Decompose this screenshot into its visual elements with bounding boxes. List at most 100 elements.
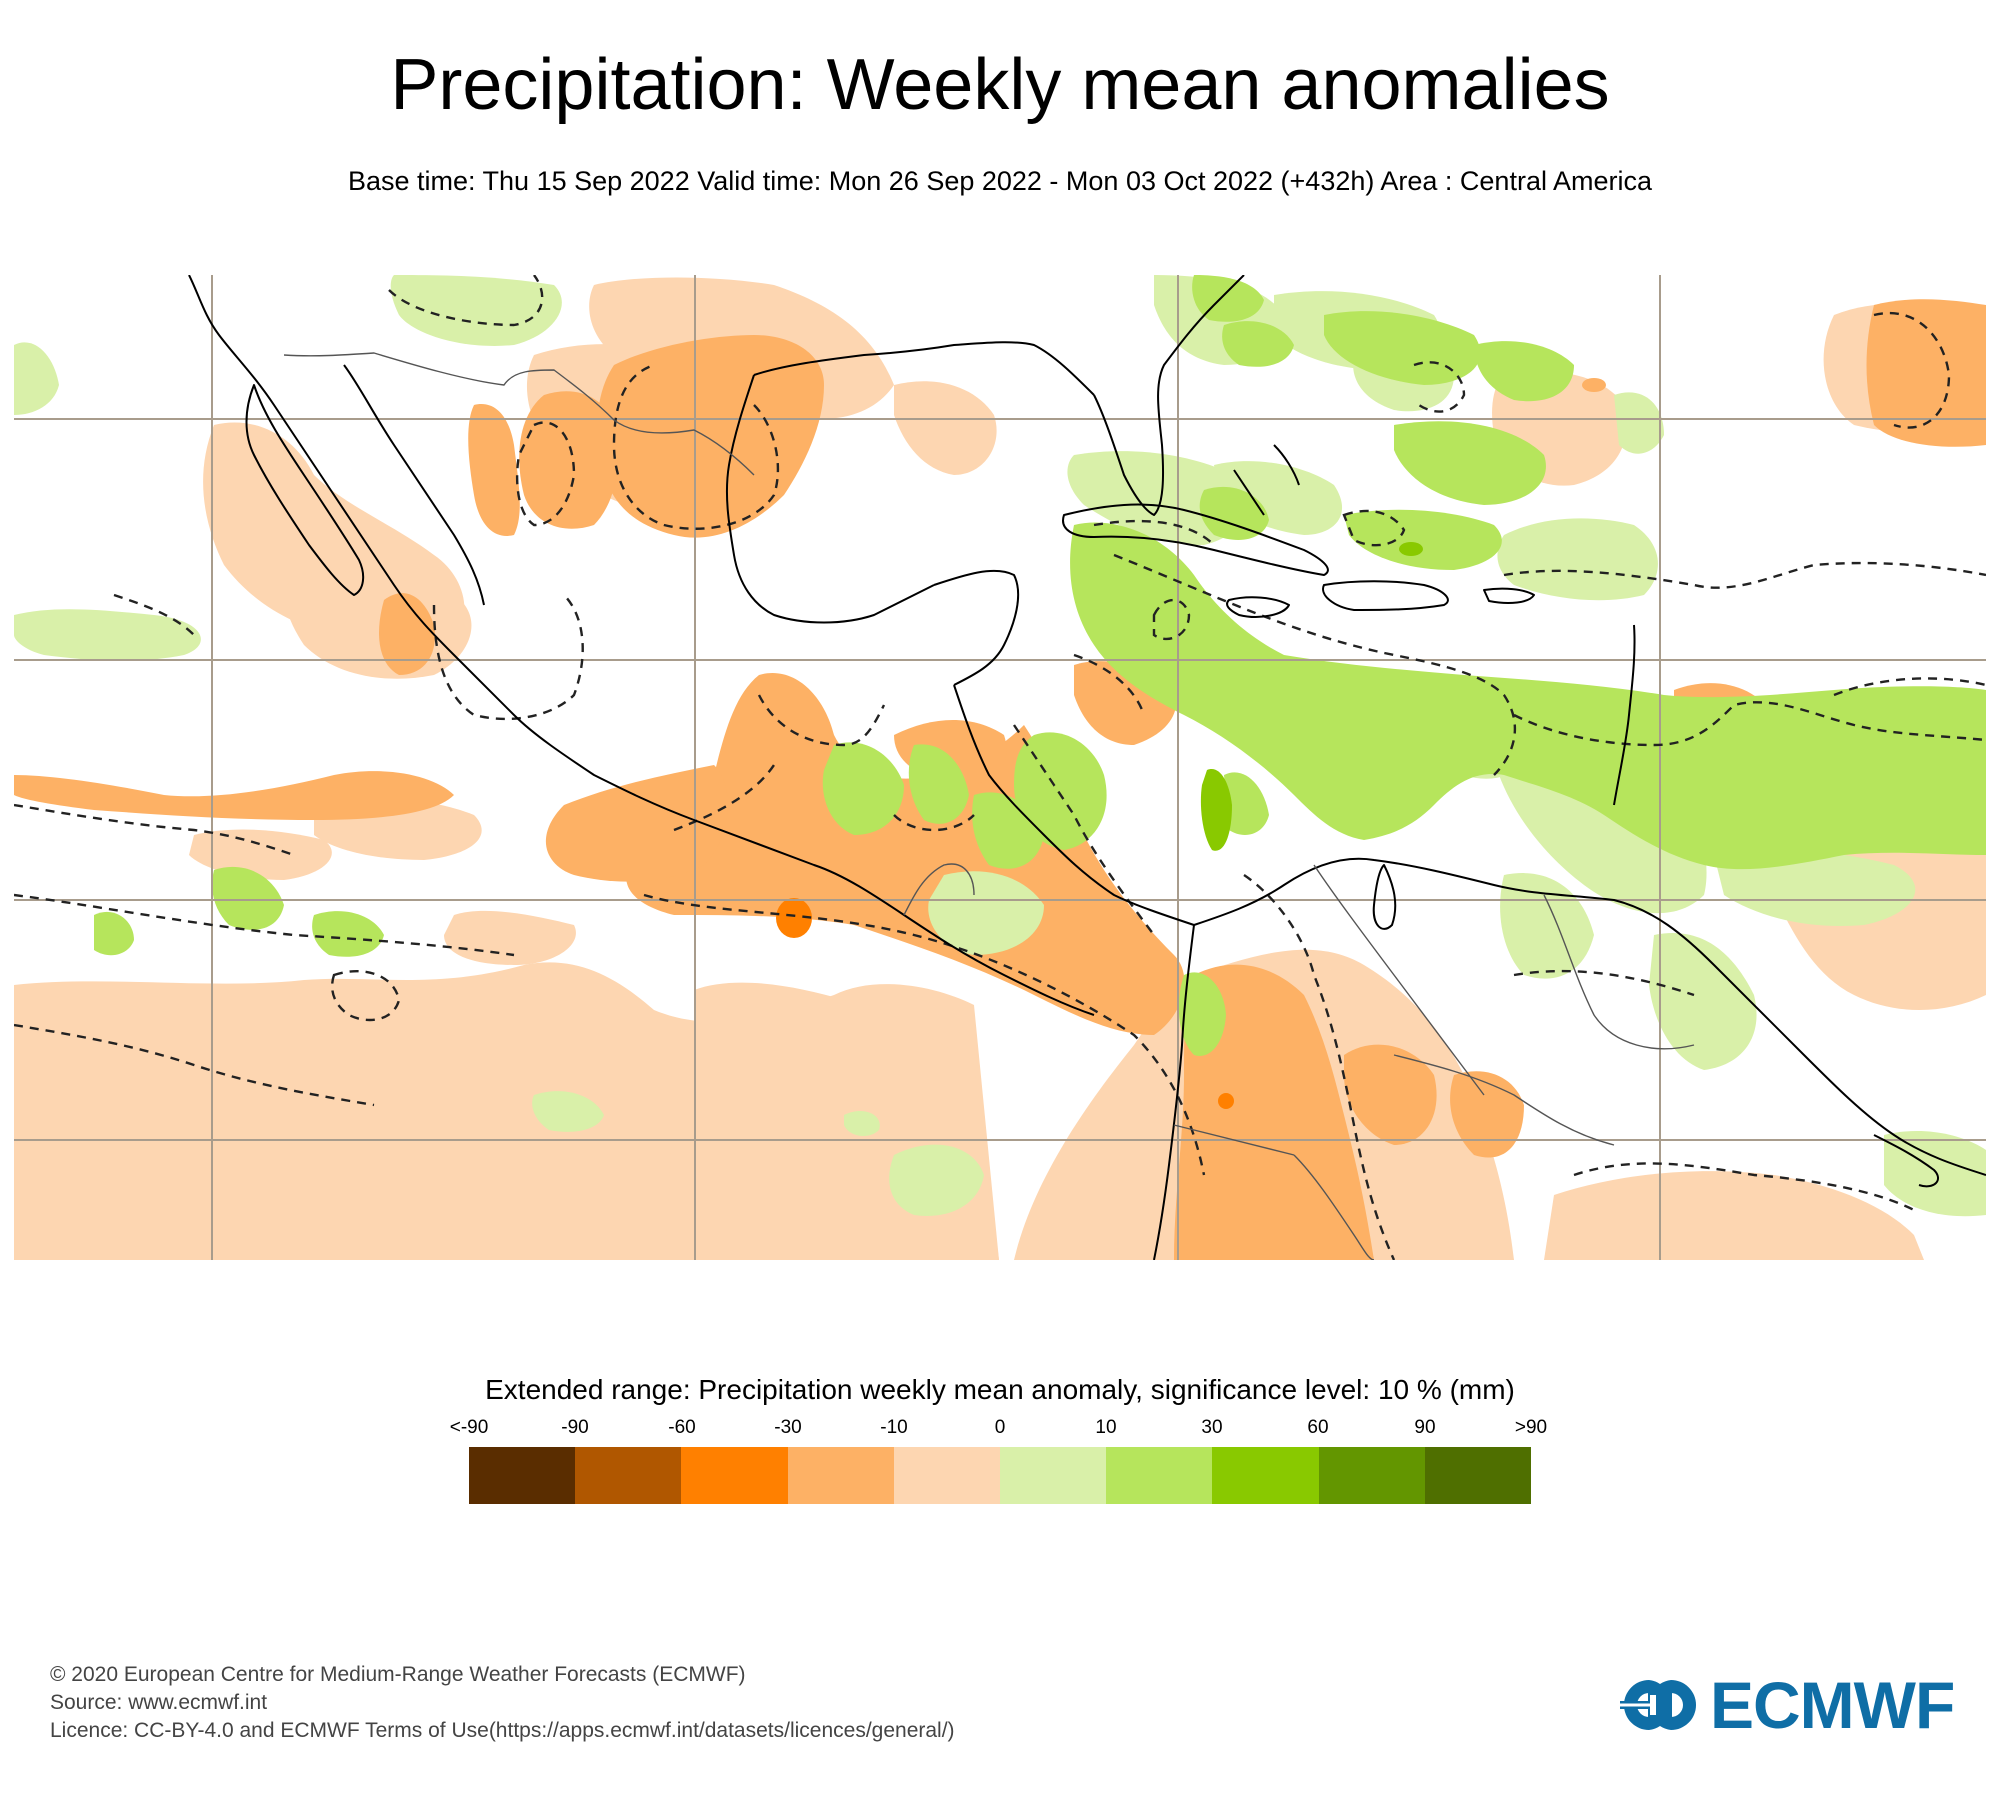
- border-colombia-ecuador: [1173, 1124, 1295, 1156]
- border-guatemala: [903, 863, 975, 916]
- contour-line: [1152, 598, 1191, 641]
- shade-region: [1218, 1093, 1234, 1109]
- shade-region: [889, 1144, 984, 1216]
- source-text: Source: www.ecmwf.int: [50, 1691, 268, 1714]
- shade-region: [894, 381, 997, 475]
- shade-region: [844, 1110, 880, 1137]
- legend-tick: 90: [1414, 1417, 1436, 1438]
- coastline-bahamas: [1273, 444, 1300, 486]
- shade-region: [1399, 542, 1423, 556]
- contour-line: [515, 421, 576, 527]
- licence-text: Licence: CC-BY-4.0 and ECMWF Terms of Us…: [50, 1719, 955, 1742]
- contour-line: [1573, 1162, 1915, 1212]
- shade-region: [312, 911, 384, 957]
- shade-region: [468, 404, 520, 536]
- coastline-lake-maracaibo: [1372, 864, 1397, 930]
- legend-title: Extended range: Precipitation weekly mea…: [485, 1374, 1515, 1405]
- legend-tick: 30: [1201, 1417, 1223, 1438]
- shade-region: [1954, 711, 1986, 775]
- coastline-baja: [245, 384, 365, 596]
- shading-pos-medium: [94, 275, 1986, 1056]
- shade-region: [444, 910, 576, 965]
- coastline-central-america-caribbean: [953, 684, 1195, 926]
- footer-credits: © 2020 European Centre for Medium-Range …: [50, 1661, 955, 1745]
- legend-tick: 0: [994, 1417, 1006, 1438]
- shade-region: [1649, 933, 1757, 1070]
- coastline-cuba: [1062, 503, 1329, 576]
- shade-region: [1582, 378, 1606, 392]
- shading-neg-strong: [776, 378, 1606, 1109]
- colorbar-bin: [787, 1447, 894, 1504]
- coastline-yucatan: [933, 569, 1020, 686]
- colorbar-bin: [469, 1447, 576, 1504]
- legend-tick: -30: [774, 1417, 802, 1438]
- shade-region: [1614, 392, 1664, 454]
- colorbar-bin: [1318, 1447, 1425, 1504]
- border-colombia-brazil: [1293, 1154, 1375, 1260]
- shade-region: [1474, 341, 1574, 402]
- shade-region: [545, 765, 728, 882]
- map-subtitle: Base time: Thu 15 Sep 2022 Valid time: M…: [347, 166, 1652, 196]
- contour-line: [1073, 653, 1146, 716]
- shade-region: [390, 275, 562, 346]
- legend-tick: -60: [668, 1417, 696, 1438]
- contour-line: [643, 893, 1206, 1176]
- shade-region: [1200, 769, 1232, 851]
- anomaly-map: [14, 275, 1986, 1260]
- shade-region: [908, 744, 969, 824]
- shade-region: [1714, 849, 1916, 926]
- shade-region: [212, 866, 284, 930]
- shade-region: [1192, 275, 1264, 322]
- legend-tick: 60: [1307, 1417, 1329, 1438]
- colorbar-bin: [575, 1447, 682, 1504]
- legend-tick: -90: [561, 1417, 589, 1438]
- colorbar-bin: [1000, 1447, 1107, 1504]
- coastline-trinidad: [1873, 1134, 1939, 1188]
- shading-pos-strong: [1200, 542, 1423, 851]
- legend-colorbar: [469, 1447, 1532, 1504]
- contour-line: [1503, 561, 1986, 589]
- contour-line: [1513, 969, 1695, 997]
- contour-line: [1342, 509, 1406, 547]
- border-colombia-venezuela: [1313, 864, 1485, 1096]
- shade-region: [14, 609, 201, 661]
- coastline-florida: [1093, 275, 1245, 516]
- coastline-jamaica: [1226, 596, 1290, 618]
- shade-region: [1199, 486, 1269, 540]
- contour-line: [113, 593, 195, 636]
- contour-line: [1833, 677, 1986, 697]
- coastline-puerto-rico: [1483, 587, 1535, 604]
- map-canvas: [14, 275, 1986, 1260]
- shade-region: [94, 911, 134, 956]
- shade-region: [597, 335, 824, 538]
- border-venezuela-guyana: [1543, 894, 1695, 1050]
- contour-line: [612, 363, 780, 530]
- graticule: [14, 275, 1986, 1260]
- shade-region: [1070, 522, 1986, 870]
- shade-region: [532, 1091, 604, 1132]
- shade-region: [1324, 311, 1481, 385]
- shade-region: [1544, 1171, 1924, 1260]
- shade-region: [972, 792, 1044, 869]
- shade-region: [379, 593, 435, 675]
- colorbar-bin: [1212, 1447, 1319, 1504]
- shade-region: [928, 871, 1044, 955]
- shade-region: [1344, 1044, 1437, 1145]
- copyright-text: © 2020 European Centre for Medium-Range …: [50, 1663, 746, 1686]
- shade-region: [1222, 321, 1294, 367]
- contour-line: [1413, 361, 1466, 413]
- colorbar-bin: [1424, 1447, 1532, 1504]
- ecmwf-logo-icon: [1620, 1680, 1697, 1730]
- contour-line: [757, 694, 886, 747]
- legend-tick: 10: [1095, 1417, 1117, 1438]
- significance-contours: [14, 275, 1986, 1260]
- coastline-us-gulf: [753, 341, 1095, 396]
- colorbar-bin: [1106, 1447, 1213, 1504]
- contour-line: [1093, 519, 1215, 546]
- shade-region: [14, 771, 454, 820]
- shade-region: [14, 342, 59, 415]
- shade-region: [1450, 1071, 1524, 1158]
- contour-line: [1873, 311, 1951, 429]
- contour-line: [14, 1023, 375, 1107]
- map-title: Precipitation: Weekly mean anomalies: [390, 45, 1610, 125]
